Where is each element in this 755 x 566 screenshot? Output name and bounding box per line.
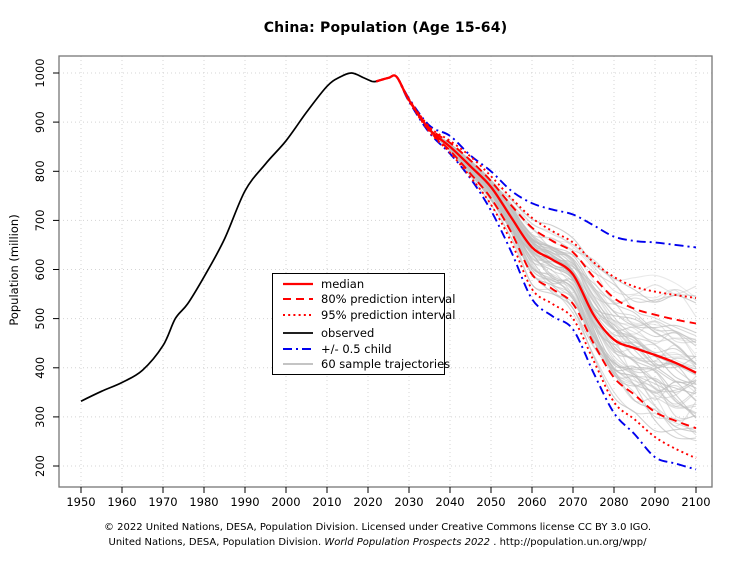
legend-label: +/- 0.5 child	[321, 341, 392, 356]
legend-line-sample-dashdot-blue	[283, 347, 313, 350]
footer: © 2022 United Nations, DESA, Population …	[0, 520, 755, 550]
svg-text:600: 600	[33, 259, 47, 281]
legend-line-sample-solid-black	[283, 332, 313, 335]
svg-text:2010: 2010	[312, 495, 341, 509]
legend-line-sample-solid-red	[283, 282, 313, 285]
legend-item: 60 sample trajectories	[283, 357, 450, 371]
svg-text:2100: 2100	[681, 495, 710, 509]
trajectory	[376, 74, 697, 442]
legend-item: 80% prediction interval	[283, 292, 455, 306]
svg-text:1000: 1000	[33, 58, 47, 87]
footer-line1: © 2022 United Nations, DESA, Population …	[103, 522, 652, 533]
svg-text:400: 400	[33, 357, 47, 379]
svg-text:2080: 2080	[599, 495, 628, 509]
svg-text:1970: 1970	[148, 495, 177, 509]
plot-border	[58, 55, 713, 488]
legend-item: median	[283, 277, 436, 291]
svg-text:1960: 1960	[107, 495, 136, 509]
gridlines	[59, 56, 712, 487]
legend-line-sample-dashed-red	[283, 298, 313, 301]
legend-label: 80% prediction interval	[321, 292, 456, 307]
legend: median 80% prediction interval 95% predict…	[272, 273, 455, 375]
legend-label: median	[321, 276, 365, 291]
legend-line-sample-solid-gray	[283, 363, 313, 365]
svg-text:800: 800	[33, 160, 47, 182]
legend-item: observed	[283, 326, 436, 340]
sample-trajectories	[376, 74, 697, 442]
legend-item: 95% prediction interval	[283, 308, 455, 322]
pi95-lower-line	[375, 74, 697, 459]
svg-text:2020: 2020	[353, 495, 382, 509]
svg-text:2070: 2070	[558, 495, 587, 509]
chart-title: China: Population (Age 15-64)	[263, 20, 508, 36]
svg-text:2050: 2050	[476, 495, 505, 509]
legend-label: observed	[321, 326, 375, 341]
footer-line2: United Nations, DESA, Population Divisio…	[108, 537, 647, 548]
svg-text:2060: 2060	[517, 495, 546, 509]
svg-text:1950: 1950	[66, 495, 95, 509]
legend-item: +/- 0.5 child	[283, 342, 436, 356]
svg-text:300: 300	[33, 406, 47, 428]
y-tick-labels: 200 300 400 500 600 700 800 900 1000	[33, 58, 47, 477]
legend-label: 60 sample trajectories	[321, 357, 451, 372]
svg-text:900: 900	[33, 111, 47, 133]
svg-text:2030: 2030	[394, 495, 423, 509]
x-tick-labels: 1950 1960 1970 1980 1990 2000 2010 2020 2030 2040…	[66, 495, 710, 509]
observed-line	[80, 72, 377, 402]
svg-text:1980: 1980	[189, 495, 218, 509]
legend-line-sample-dotted-red	[283, 313, 313, 316]
svg-text:2090: 2090	[640, 495, 669, 509]
svg-text:2000: 2000	[271, 495, 300, 509]
svg-text:200: 200	[33, 455, 47, 477]
svg-text:1990: 1990	[230, 495, 259, 509]
svg-text:2040: 2040	[435, 495, 464, 509]
axis-ticks	[53, 72, 697, 493]
legend-label: 95% prediction interval	[321, 307, 456, 322]
svg-text:700: 700	[33, 209, 47, 231]
median-line	[375, 74, 697, 374]
svg-text:500: 500	[33, 308, 47, 330]
